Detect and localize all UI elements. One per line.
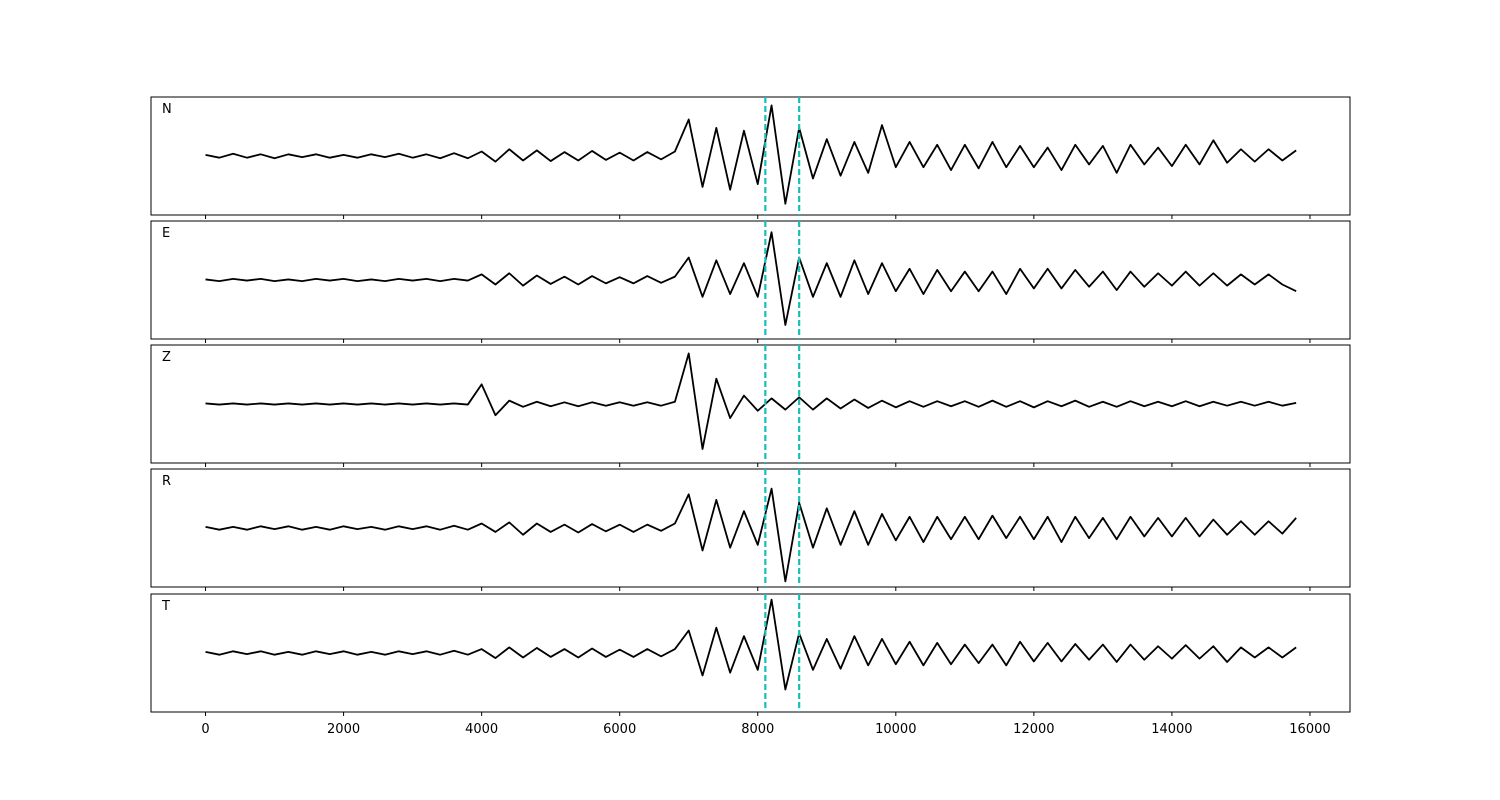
- panel-frame: [150, 344, 1351, 464]
- panel-label: N: [162, 102, 172, 117]
- x-tick-label: 8000: [741, 722, 774, 737]
- trace: [205, 104, 1297, 205]
- x-tick-label: 2000: [327, 722, 360, 737]
- panel-label: R: [162, 474, 171, 489]
- x-tick-label: 0: [201, 722, 209, 737]
- panel-label: T: [161, 599, 170, 614]
- trace: [205, 598, 1297, 691]
- panel-frame: [150, 593, 1351, 713]
- x-tick-label: 10000: [875, 722, 916, 737]
- panel-frame: [150, 220, 1351, 340]
- x-tick-label: 14000: [1151, 722, 1192, 737]
- trace: [205, 352, 1297, 450]
- x-tick-label: 16000: [1289, 722, 1330, 737]
- trace: [205, 231, 1297, 326]
- panel-frame: [150, 96, 1351, 216]
- panel-label: E: [162, 226, 170, 241]
- x-tick-label: 12000: [1013, 722, 1054, 737]
- panel-frame: [150, 468, 1351, 588]
- x-tick-label: 6000: [603, 722, 636, 737]
- trace: [205, 487, 1297, 583]
- x-tick-label: 4000: [465, 722, 498, 737]
- panel-label: Z: [162, 350, 171, 365]
